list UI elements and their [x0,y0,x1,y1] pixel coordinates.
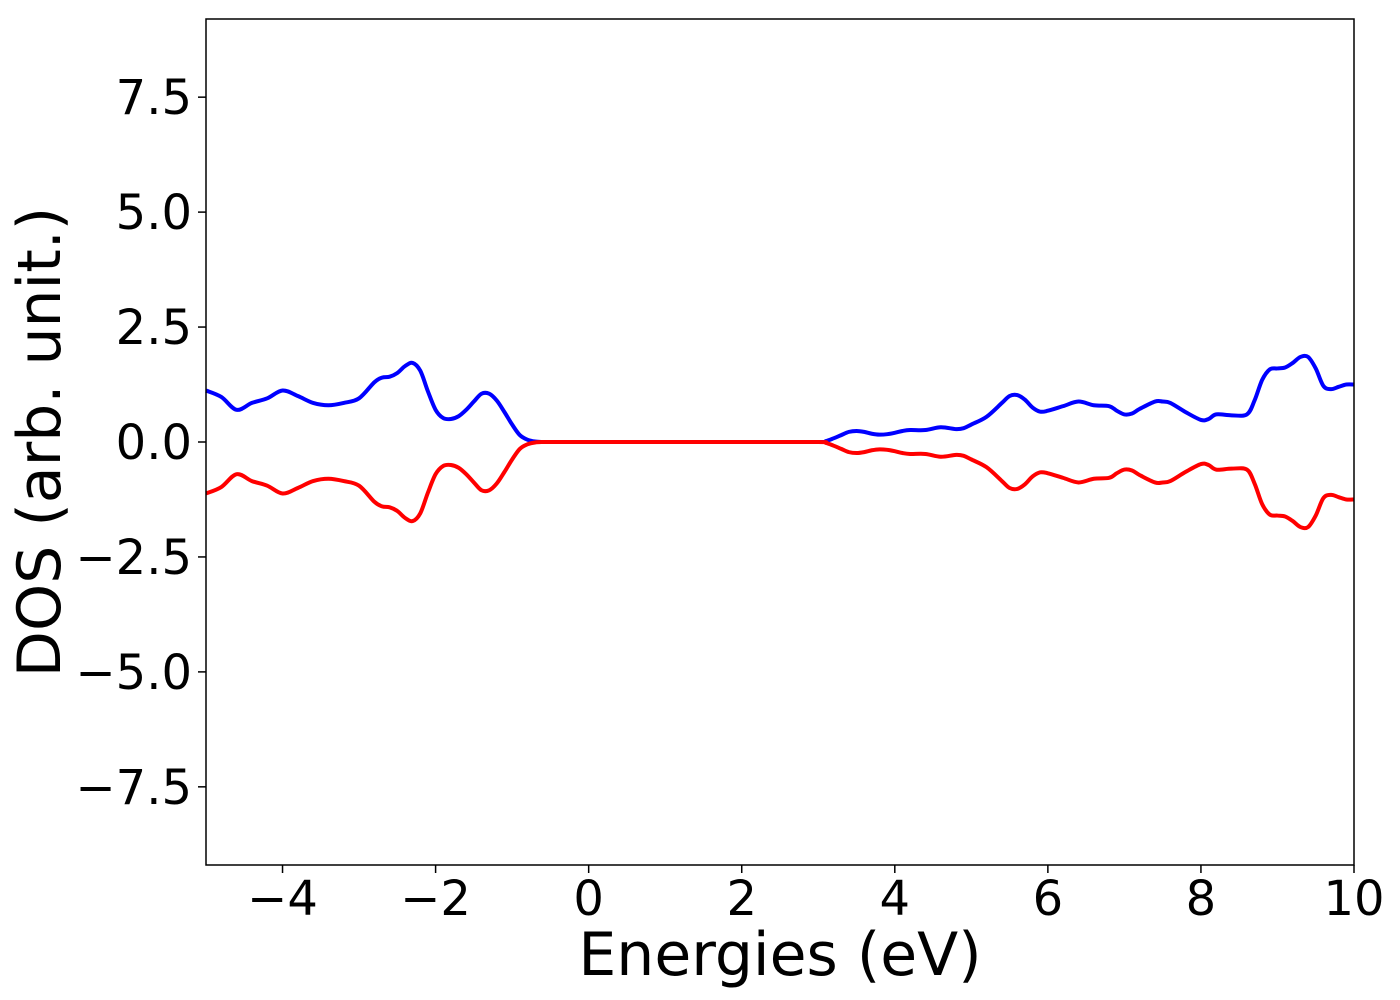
y-axis-ticks: 7.5 5.0 2.5 0.0 −2.5 −5.0 −7.5 [75,70,206,816]
y-tick-label: 2.5 [116,300,192,356]
series-line-red [205,439,1355,531]
y-tick-label: −2.5 [75,530,192,586]
y-tick-label: 5.0 [116,185,192,241]
plot-lines [205,353,1355,531]
x-tick-label: 2 [726,871,757,927]
x-tick-label: 10 [1323,871,1384,927]
y-tick-label: 7.5 [116,70,192,126]
x-axis-ticks: −4 −2 0 2 4 6 8 10 [247,865,1385,927]
x-tick-label: 4 [880,871,911,927]
y-tick-label: 0.0 [116,415,192,471]
y-tick-label: −5.0 [75,645,192,701]
x-axis-title: Energies (eV) [578,920,981,990]
series-line-blue [205,353,1355,445]
x-tick-label: 6 [1033,871,1064,927]
x-tick-label: 0 [573,871,604,927]
x-tick-label: 8 [1186,871,1217,927]
y-axis-title: DOS (arb. unit.) [5,207,75,677]
x-tick-label: −4 [247,871,318,927]
x-tick-label: −2 [400,871,471,927]
y-tick-label: −7.5 [75,760,192,816]
